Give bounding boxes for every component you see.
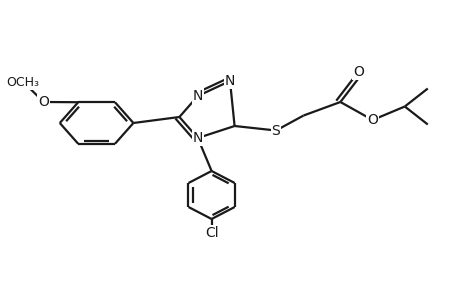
Text: O: O [366, 113, 377, 127]
Text: N: N [192, 89, 202, 103]
Text: N: N [192, 131, 202, 145]
Text: Cl: Cl [204, 226, 218, 240]
Text: N: N [224, 74, 235, 88]
Text: OCH₃: OCH₃ [6, 76, 39, 89]
Text: S: S [271, 124, 280, 137]
Text: O: O [38, 95, 49, 109]
Text: O: O [353, 65, 364, 79]
